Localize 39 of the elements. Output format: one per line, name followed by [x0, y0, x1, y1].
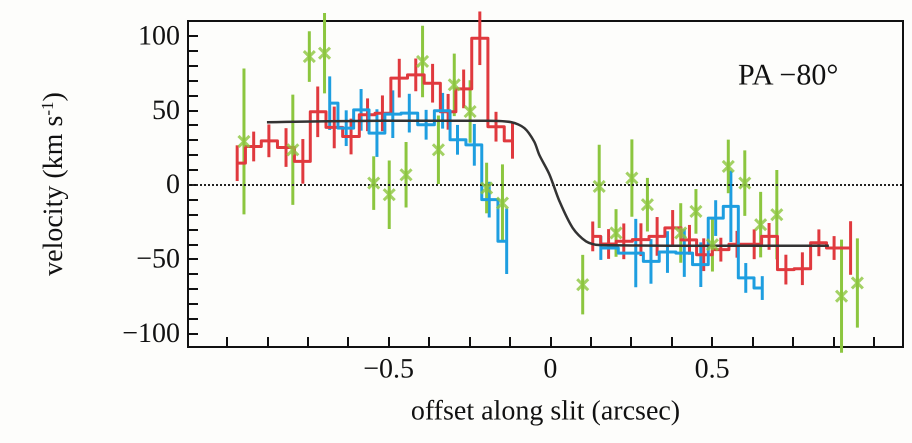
- point: [236, 134, 251, 148]
- annotation: PA −80°: [738, 58, 838, 92]
- point: [850, 276, 864, 290]
- point: [447, 78, 462, 92]
- point: [399, 168, 414, 182]
- y-axis-title: velocity (km s-1): [38, 92, 69, 276]
- point: [674, 226, 688, 240]
- point: [576, 278, 590, 292]
- point: [721, 159, 736, 174]
- point: [495, 196, 510, 210]
- point: [770, 208, 784, 222]
- x-tick-label: −0.5: [363, 354, 414, 384]
- point: [318, 46, 332, 60]
- point: [624, 171, 639, 186]
- point: [688, 204, 703, 218]
- x-axis-title: offset along slit (arcsec): [410, 396, 680, 426]
- point: [705, 238, 720, 252]
- point: [754, 218, 768, 232]
- point: [480, 181, 494, 196]
- y-tick-label: 0: [166, 169, 180, 200]
- point: [302, 50, 316, 64]
- y-tick-label: 50: [152, 94, 180, 126]
- point: [416, 54, 430, 68]
- y-tick-label: −50: [136, 244, 180, 275]
- point: [834, 289, 849, 304]
- x-tick-label: 0: [543, 354, 558, 384]
- point: [366, 176, 381, 190]
- point: [640, 198, 654, 212]
- x-tick-label: 0.5: [694, 354, 730, 384]
- point: [382, 188, 396, 202]
- point: [738, 176, 752, 190]
- point: [286, 142, 300, 157]
- point: [463, 104, 478, 119]
- y-tick-label: 100: [138, 20, 180, 52]
- y-tick-label: −100: [122, 318, 180, 350]
- line-series: [266, 119, 830, 248]
- point: [592, 179, 606, 194]
- point: [609, 226, 624, 240]
- point: [431, 142, 446, 157]
